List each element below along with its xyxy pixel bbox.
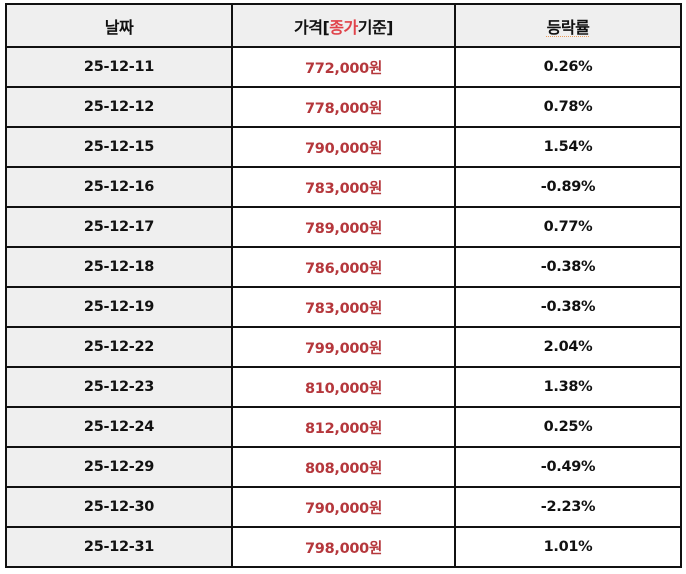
table-row: 25-12-18 786,000원 -0.38% [5,246,682,288]
change-cell: 0.26% [454,46,682,88]
change-cell: -0.89% [454,166,682,208]
date-cell: 25-12-15 [5,126,233,168]
change-cell: -2.23% [454,486,682,528]
change-cell: 2.04% [454,326,682,368]
change-cell: 0.77% [454,206,682,248]
price-cell: 799,000원 [231,326,456,368]
change-cell: 1.38% [454,366,682,408]
table-row: 25-12-16 783,000원 -0.89% [5,166,682,208]
table-row: 25-12-22 799,000원 2.04% [5,326,682,368]
header-change-label: 등락률 [546,17,590,37]
table-row: 25-12-12 778,000원 0.78% [5,86,682,128]
table-row: 25-12-29 808,000원 -0.49% [5,446,682,488]
date-cell: 25-12-30 [5,486,233,528]
date-cell: 25-12-22 [5,326,233,368]
table-header-row: 날짜 가격[종가기준] 등락률 [5,3,682,48]
table-row: 25-12-17 789,000원 0.77% [5,206,682,248]
date-cell: 25-12-16 [5,166,233,208]
price-cell: 778,000원 [231,86,456,128]
date-cell: 25-12-23 [5,366,233,408]
price-cell: 810,000원 [231,366,456,408]
header-price: 가격[종가기준] [231,3,456,48]
date-cell: 25-12-11 [5,46,233,88]
header-price-suffix: 기준] [357,17,394,37]
change-cell: 1.54% [454,126,682,168]
change-cell: 0.78% [454,86,682,128]
header-price-highlight: 종가 [329,17,358,37]
price-cell: 808,000원 [231,446,456,488]
table-row: 25-12-30 790,000원 -2.23% [5,486,682,528]
price-cell: 790,000원 [231,486,456,528]
header-date: 날짜 [5,3,233,48]
header-price-prefix: 가격[ [294,17,330,37]
date-cell: 25-12-29 [5,446,233,488]
price-cell: 812,000원 [231,406,456,448]
date-cell: 25-12-12 [5,86,233,128]
change-cell: -0.38% [454,286,682,328]
price-cell: 772,000원 [231,46,456,88]
header-date-label: 날짜 [104,17,134,37]
date-cell: 25-12-18 [5,246,233,288]
table-row: 25-12-15 790,000원 1.54% [5,126,682,168]
price-cell: 789,000원 [231,206,456,248]
price-cell: 786,000원 [231,246,456,288]
table-row: 25-12-19 783,000원 -0.38% [5,286,682,328]
table-row: 25-12-31 798,000원 1.01% [5,526,682,568]
price-cell: 783,000원 [231,286,456,328]
date-cell: 25-12-31 [5,526,233,568]
header-change: 등락률 [454,3,682,48]
price-cell: 790,000원 [231,126,456,168]
change-cell: -0.38% [454,246,682,288]
change-cell: 0.25% [454,406,682,448]
table-row: 25-12-11 772,000원 0.26% [5,46,682,88]
date-cell: 25-12-24 [5,406,233,448]
price-cell: 783,000원 [231,166,456,208]
change-cell: 1.01% [454,526,682,568]
price-history-table: 날짜 가격[종가기준] 등락률 25-12-11 772,000원 0.26% 25… [5,3,682,568]
change-cell: -0.49% [454,446,682,488]
date-cell: 25-12-17 [5,206,233,248]
table-row: 25-12-23 810,000원 1.38% [5,366,682,408]
price-table-container: 날짜 가격[종가기준] 등락률 25-12-11 772,000원 0.26% 25… [5,3,682,568]
table-row: 25-12-24 812,000원 0.25% [5,406,682,448]
price-cell: 798,000원 [231,526,456,568]
date-cell: 25-12-19 [5,286,233,328]
